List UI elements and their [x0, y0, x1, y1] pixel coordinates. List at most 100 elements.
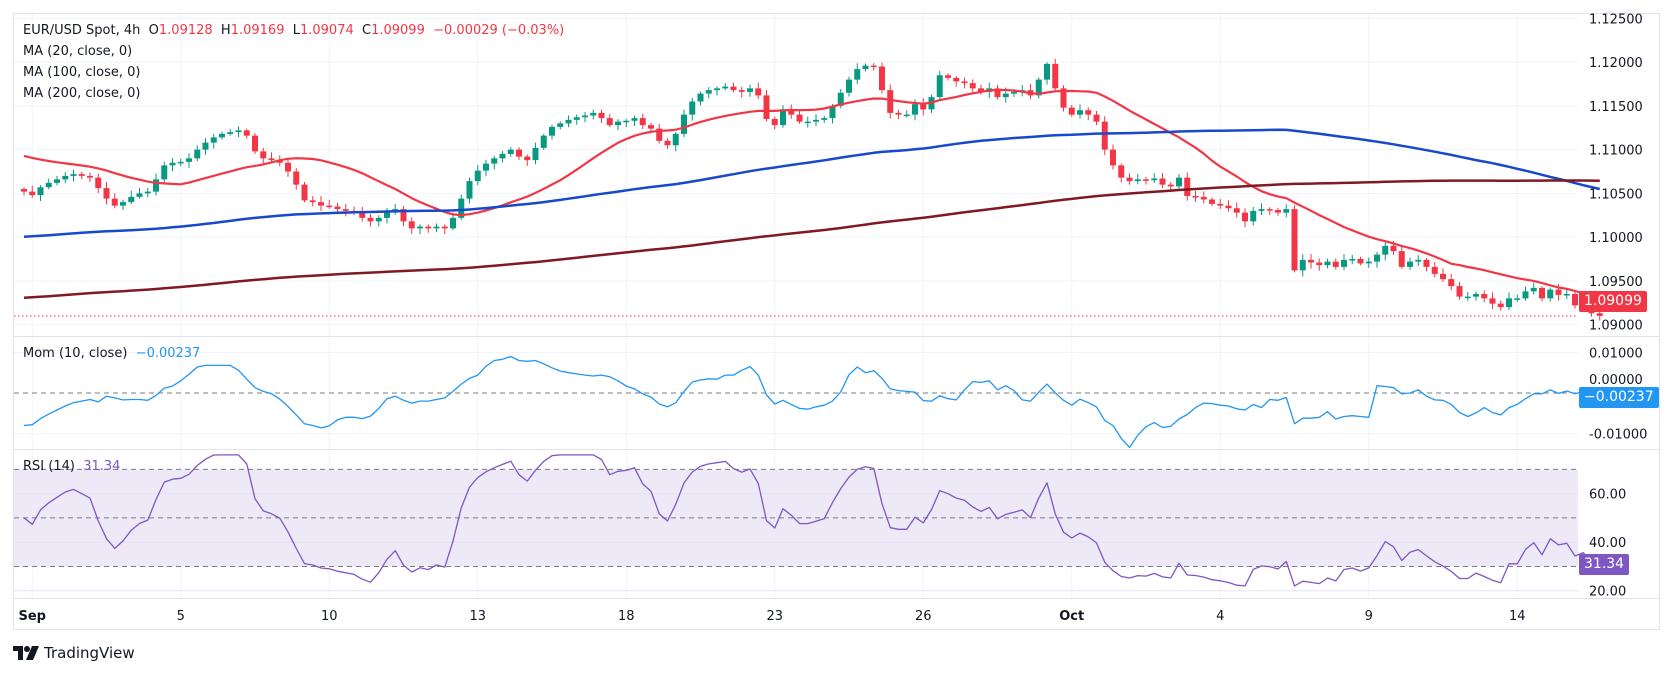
candle-up[interactable]	[681, 114, 687, 134]
candle-up[interactable]	[837, 92, 844, 106]
ma20-line[interactable]	[23, 88, 1601, 299]
candle-down[interactable]	[334, 206, 341, 210]
candle-down[interactable]	[268, 158, 275, 161]
candle-up[interactable]	[491, 158, 498, 164]
candle-down[interactable]	[1266, 209, 1273, 211]
candle-down[interactable]	[1308, 259, 1314, 263]
candle-up[interactable]	[1407, 261, 1413, 267]
candle-down[interactable]	[524, 156, 531, 161]
candle-up[interactable]	[549, 126, 555, 136]
candle-down[interactable]	[763, 95, 770, 119]
candle-up[interactable]	[813, 119, 819, 122]
candle-up[interactable]	[936, 75, 943, 98]
candle-down[interactable]	[648, 125, 654, 129]
candle-up[interactable]	[672, 133, 679, 146]
candle-up[interactable]	[62, 175, 69, 180]
candle-up[interactable]	[1324, 261, 1331, 266]
mom-legend[interactable]: Mom (10, close) −0.00237	[23, 346, 200, 361]
candle-down[interactable]	[103, 188, 110, 199]
candle-up[interactable]	[177, 161, 184, 164]
candle-down[interactable]	[1332, 261, 1339, 267]
candle-up[interactable]	[507, 149, 514, 154]
candle-down[interactable]	[425, 226, 432, 229]
candle-up[interactable]	[466, 181, 473, 199]
candle-up[interactable]	[1464, 296, 1471, 299]
candle-down[interactable]	[1159, 178, 1166, 185]
candle-up[interactable]	[1258, 209, 1265, 211]
candle-up[interactable]	[450, 217, 456, 229]
candle-down[interactable]	[606, 118, 613, 126]
candle-up[interactable]	[1011, 91, 1017, 94]
candle-up[interactable]	[705, 90, 712, 94]
candle-up[interactable]	[1563, 294, 1570, 296]
candle-up[interactable]	[804, 121, 811, 124]
candle-up[interactable]	[912, 104, 918, 115]
candle-up[interactable]	[1530, 287, 1537, 292]
candle-up[interactable]	[1522, 291, 1529, 299]
candle-down[interactable]	[1398, 251, 1405, 267]
candle-up[interactable]	[1415, 259, 1422, 262]
candle-down[interactable]	[656, 128, 663, 141]
candle-down[interactable]	[1497, 303, 1504, 308]
candle-down[interactable]	[1052, 63, 1059, 89]
candle-up[interactable]	[573, 117, 580, 120]
candle-up[interactable]	[1044, 63, 1050, 80]
candle-up[interactable]	[623, 120, 630, 123]
candle-down[interactable]	[408, 221, 415, 229]
candle-down[interactable]	[1596, 313, 1603, 316]
candle-down[interactable]	[1423, 259, 1430, 267]
ma100-legend[interactable]: MA (100, close, 0)	[23, 65, 141, 80]
candle-up[interactable]	[1151, 178, 1158, 181]
candle-up[interactable]	[821, 118, 828, 120]
candle-up[interactable]	[54, 179, 60, 183]
candle-up[interactable]	[829, 105, 836, 119]
candle-down[interactable]	[755, 88, 762, 96]
candle-up[interactable]	[846, 79, 852, 93]
candle-up[interactable]	[1035, 79, 1042, 96]
candle-down[interactable]	[1143, 179, 1149, 181]
candle-down[interactable]	[1390, 245, 1397, 252]
candle-up[interactable]	[1473, 294, 1479, 297]
candle-up[interactable]	[37, 187, 44, 196]
candle-down[interactable]	[293, 171, 300, 185]
candle-up[interactable]	[540, 135, 547, 148]
candle-down[interactable]	[961, 81, 968, 84]
candle-up[interactable]	[1374, 254, 1380, 262]
candle-down[interactable]	[994, 88, 1001, 98]
candle-down[interactable]	[920, 104, 927, 110]
candle-up[interactable]	[1283, 209, 1290, 213]
rsi-legend[interactable]: RSI (14) 31.34	[23, 459, 120, 474]
candle-down[interactable]	[771, 119, 778, 126]
candle-down[interactable]	[309, 200, 316, 203]
candle-up[interactable]	[1002, 93, 1009, 98]
candle-down[interactable]	[1291, 209, 1298, 271]
candle-down[interactable]	[788, 109, 795, 115]
candle-up[interactable]	[903, 114, 910, 117]
candle-up[interactable]	[722, 86, 729, 89]
candle-down[interactable]	[895, 112, 902, 115]
candle-down[interactable]	[598, 112, 605, 119]
candle-up[interactable]	[128, 196, 135, 203]
candle-down[interactable]	[516, 149, 522, 157]
candle-down[interactable]	[111, 198, 118, 206]
candle-down[interactable]	[1225, 205, 1232, 209]
candle-up[interactable]	[384, 212, 390, 218]
candle-down[interactable]	[1275, 210, 1281, 213]
candle-down[interactable]	[1068, 107, 1075, 115]
candle-up[interactable]	[1341, 259, 1347, 267]
candle-up[interactable]	[697, 93, 704, 102]
candle-down[interactable]	[285, 162, 291, 172]
candle-down[interactable]	[359, 212, 366, 218]
candle-up[interactable]	[689, 101, 696, 115]
candle-up[interactable]	[70, 174, 77, 176]
candle-up[interactable]	[557, 123, 564, 127]
candle-down[interactable]	[367, 217, 374, 222]
candle-down[interactable]	[796, 114, 803, 122]
candle-down[interactable]	[870, 65, 877, 68]
candle-down[interactable]	[252, 135, 258, 152]
candle-up[interactable]	[433, 226, 440, 229]
candle-up[interactable]	[1077, 110, 1083, 115]
candle-up[interactable]	[1250, 210, 1257, 222]
candle-up[interactable]	[714, 88, 720, 91]
candle-up[interactable]	[186, 158, 192, 162]
